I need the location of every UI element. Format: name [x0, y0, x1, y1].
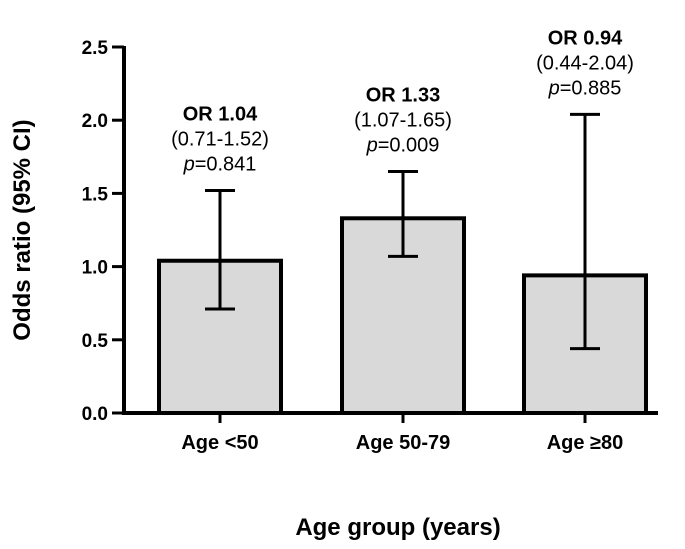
x-axis-title: Age group (years) — [295, 514, 500, 541]
x-tick-label: Age ≥80 — [547, 432, 624, 454]
annotation-p-symbol: p — [183, 153, 195, 175]
annotation-p-symbol: p — [366, 134, 378, 156]
annotation-or: OR 1.04 — [183, 103, 258, 125]
y-tick-label: 0.0 — [82, 404, 108, 425]
annotation-or: OR 1.33 — [366, 84, 440, 106]
y-axis-title: Odds ratio (95% CI) — [9, 119, 36, 340]
y-tick-label: 1.5 — [82, 184, 109, 205]
annotation-p-symbol: p — [548, 77, 560, 99]
y-tick-label: 2.0 — [82, 111, 108, 132]
annotation-p-value: p=0.841 — [183, 153, 257, 175]
plot-area: 0.0 0.5 1.0 1.5 2.0 2.5 Age <50 OR 1.04 (0.71-1.… — [82, 27, 658, 454]
annotation-ci: (0.71-1.52) — [171, 128, 269, 150]
annotation-p-number: =0.841 — [195, 153, 257, 175]
annotation-p-number: =0.009 — [378, 134, 440, 156]
annotation-or: OR 0.94 — [548, 27, 623, 49]
x-tick-label: Age 50-79 — [356, 432, 451, 454]
x-tick-label: Age <50 — [181, 432, 258, 454]
annotation-ci: (0.44-2.04) — [536, 52, 634, 74]
annotation-p-value: p=0.885 — [548, 77, 622, 99]
annotation-p-value: p=0.009 — [366, 134, 440, 156]
annotation-ci: (1.07-1.65) — [354, 109, 452, 131]
y-tick-label: 2.5 — [82, 38, 109, 59]
y-tick-label: 0.5 — [82, 331, 109, 352]
annotation-p-number: =0.885 — [560, 77, 622, 99]
y-tick-label: 1.0 — [82, 258, 108, 279]
